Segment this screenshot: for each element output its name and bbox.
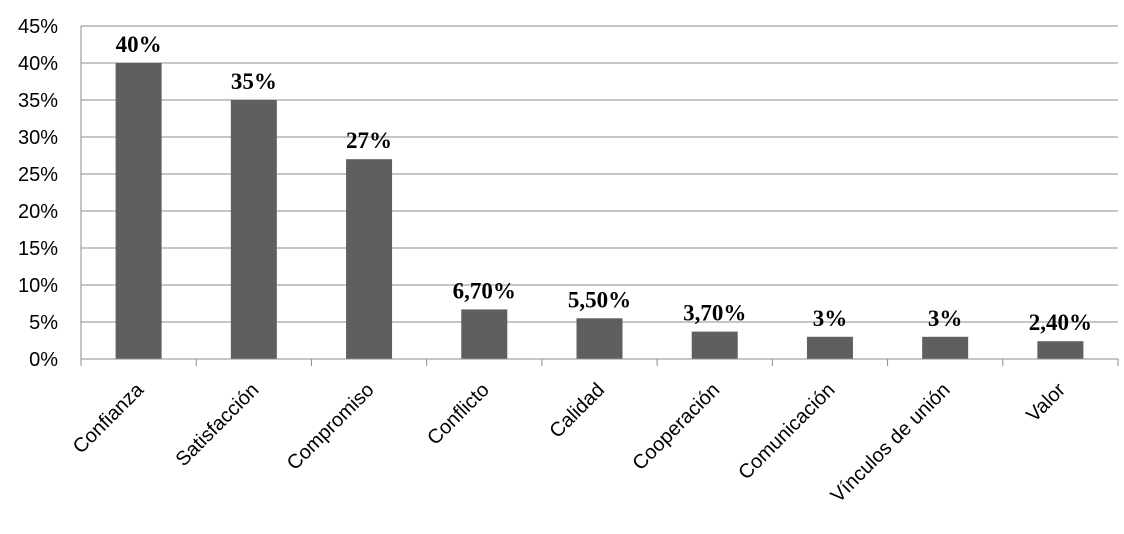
y-tick-label: 35% bbox=[18, 90, 58, 112]
data-label: 2,40% bbox=[1029, 310, 1092, 335]
y-tick-label: 30% bbox=[18, 127, 58, 149]
category-label: Calidad bbox=[546, 379, 610, 443]
y-tick-label: 40% bbox=[18, 53, 58, 75]
y-tick-label: 10% bbox=[18, 275, 58, 297]
axes bbox=[80, 26, 1119, 366]
category-label: Comunicación bbox=[734, 379, 839, 484]
data-label: 3% bbox=[928, 306, 963, 331]
data-label: 3% bbox=[813, 306, 848, 331]
data-label: 27% bbox=[346, 128, 392, 153]
bar-3 bbox=[346, 159, 393, 359]
data-label: 5,50% bbox=[568, 287, 631, 312]
category-label: Compromiso bbox=[283, 379, 379, 475]
y-tick-label: 5% bbox=[29, 312, 58, 334]
bar-8 bbox=[922, 336, 969, 359]
data-labels: 40% 35% 27% 6,70% 5,50% 3,70% 3% 3% 2,40% bbox=[116, 32, 1092, 335]
bar-7 bbox=[806, 336, 853, 359]
category-label: Confianza bbox=[69, 378, 149, 458]
data-label: 40% bbox=[116, 32, 162, 57]
y-tick-label: 0% bbox=[29, 349, 58, 371]
category-label: Satisfacción bbox=[172, 379, 264, 471]
category-label: Cooperación bbox=[629, 379, 725, 475]
bar-1 bbox=[115, 63, 162, 359]
x-axis-categories: Confianza Satisfacción Compromiso Conflicto… bbox=[69, 378, 1070, 507]
data-label: 35% bbox=[231, 69, 277, 94]
category-label: Valor bbox=[1022, 379, 1070, 427]
bar-9 bbox=[1037, 341, 1084, 359]
data-label: 3,70% bbox=[683, 301, 746, 326]
y-axis-ticks: 0% 5% 10% 15% 20% 25% 30% 35% 40% 45% bbox=[18, 16, 58, 371]
bars bbox=[115, 63, 1084, 359]
bar-4 bbox=[461, 309, 508, 359]
bar-2 bbox=[230, 100, 277, 359]
data-label: 6,70% bbox=[453, 278, 516, 303]
bar-6 bbox=[691, 331, 738, 359]
y-tick-label: 25% bbox=[18, 164, 58, 186]
category-label: Vínculos de unión bbox=[827, 379, 955, 507]
y-tick-label: 20% bbox=[18, 201, 58, 223]
y-tick-label: 45% bbox=[18, 16, 58, 38]
category-label: Conflicto bbox=[423, 379, 494, 450]
bar-5 bbox=[576, 318, 623, 359]
y-tick-label: 15% bbox=[18, 238, 58, 260]
